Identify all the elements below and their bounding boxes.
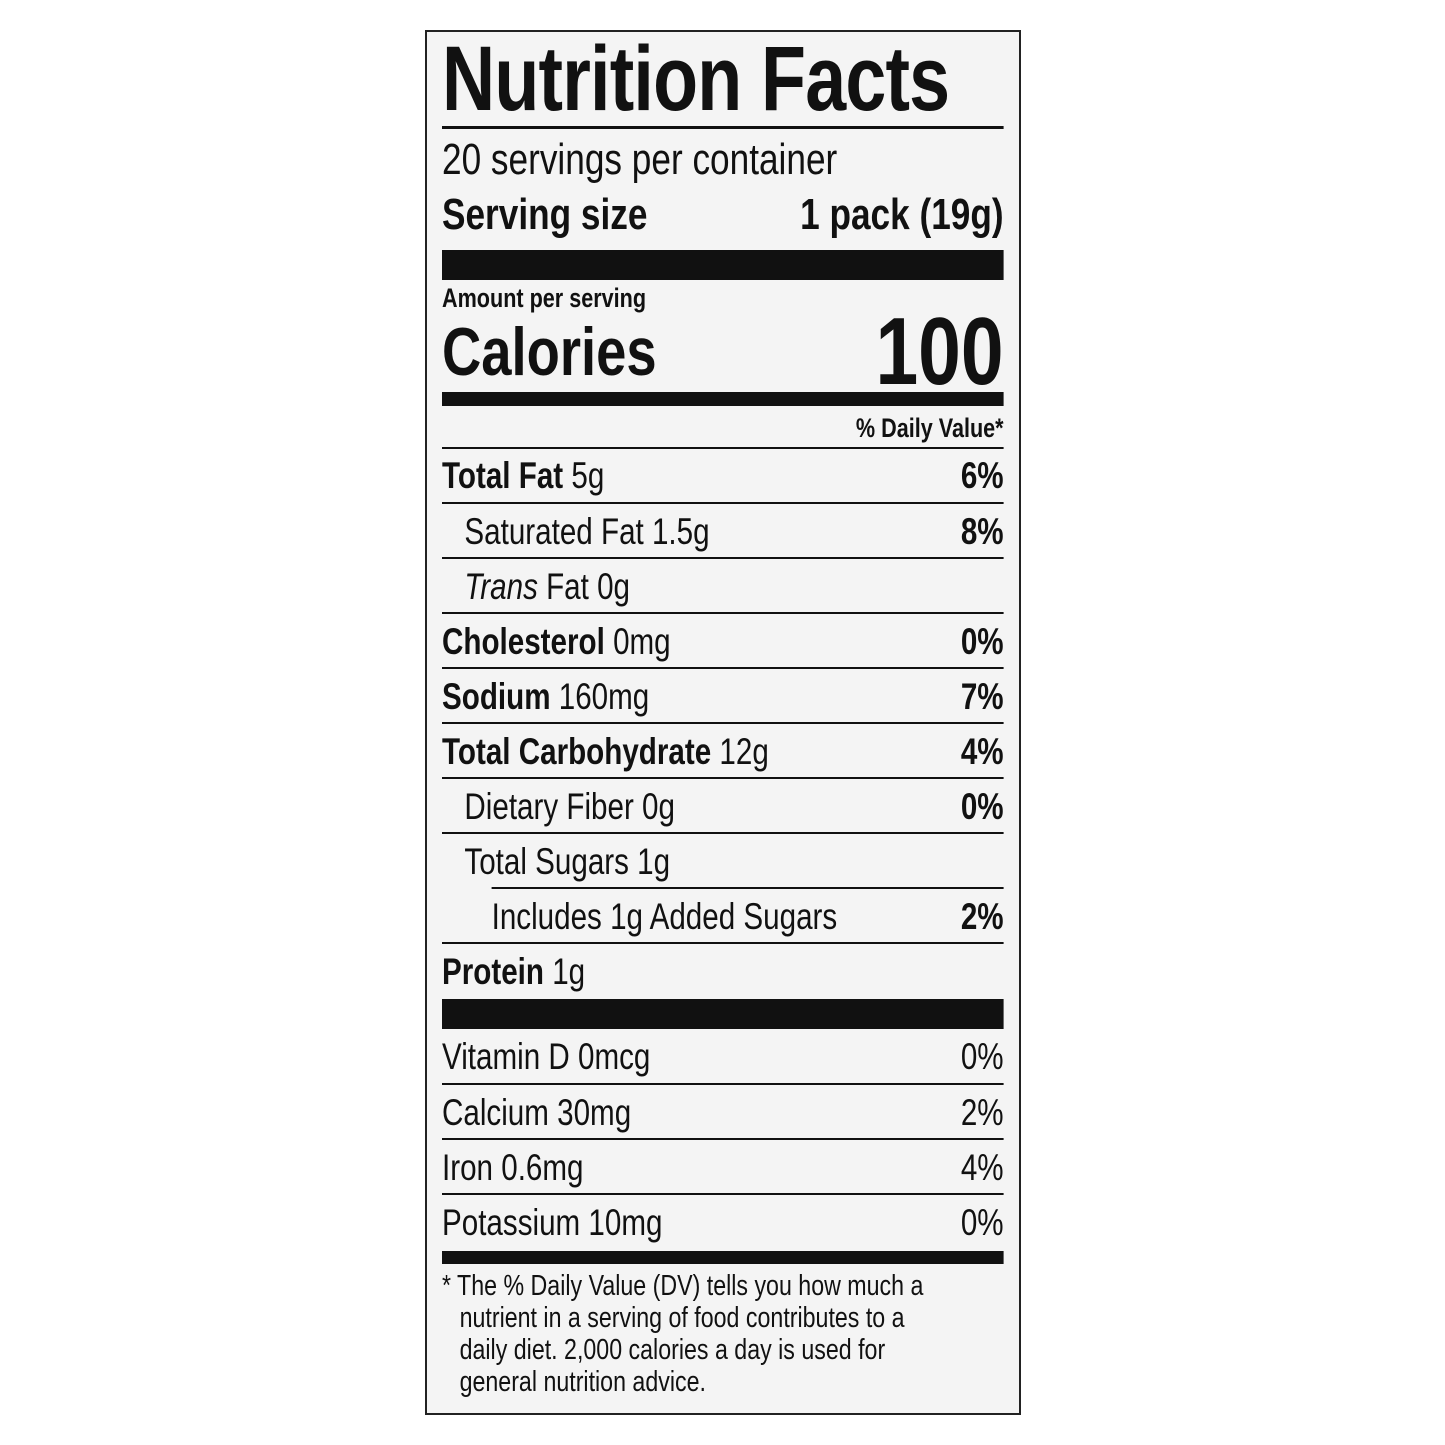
divider: [442, 667, 1004, 669]
nutrient-dv: 4%: [960, 731, 1004, 772]
calories-value: 100: [875, 298, 1004, 405]
nutrient-dv: 8%: [960, 511, 1004, 552]
vitamin-row: Vitamin D 0mcg 0%: [442, 1029, 1004, 1084]
divider: [442, 1138, 1004, 1140]
divider: [442, 502, 1004, 504]
nutrient-row-total-fat: Total Fat 5g 6%: [442, 448, 1004, 503]
amount-per-serving: Amount per serving: [442, 283, 647, 313]
nutrient-name: Sodium: [442, 676, 551, 717]
vitamin-row: Iron 0.6mg 4%: [442, 1140, 1004, 1195]
serving-size-label: Serving size: [442, 190, 648, 239]
nutrient-amount: 160mg: [558, 676, 650, 717]
nutrient-name: Total Sugars: [464, 841, 629, 882]
nutrient-amount: 0mg: [613, 621, 671, 662]
footnote: * The % Daily Value (DV) tells you how m…: [442, 1270, 1004, 1398]
calories-label: Calories: [442, 314, 657, 390]
medium-divider: [442, 1251, 1004, 1264]
footnote-line: * The % Daily Value (DV) tells you how m…: [442, 1270, 924, 1302]
calories-row: Calories 100: [442, 298, 1004, 405]
nutrient-name: Dietary Fiber: [464, 786, 634, 827]
divider: [442, 557, 1004, 559]
vitamin-row: Potassium 10mg 0%: [442, 1195, 1004, 1250]
divider: [442, 126, 1004, 129]
nutrient-amount: 1g: [637, 841, 671, 882]
thick-divider: [442, 250, 1004, 280]
vitamin-dv: 2%: [960, 1092, 1004, 1133]
footnote-line: daily diet. 2,000 calories a day is used…: [459, 1334, 886, 1366]
nutrient-amount: 0g: [642, 786, 675, 827]
divider: [442, 777, 1004, 779]
nutrient-row-added-sugars: Includes 1g Added Sugars 2%: [442, 889, 1004, 944]
thick-divider: [442, 999, 1004, 1029]
nutrient-row-total-sugars: Total Sugars 1g: [442, 834, 1004, 889]
nutrient-dv: 7%: [960, 676, 1004, 717]
nutrient-dv: 2%: [960, 896, 1004, 937]
nutrient-row-protein: Protein 1g: [442, 944, 1004, 999]
nutrient-name: Saturated Fat: [464, 511, 644, 552]
nutrient-row-trans-fat: Trans Fat 0g: [442, 559, 1004, 614]
vitamin-dv: 4%: [960, 1147, 1004, 1188]
nutrient-amount: 1g: [552, 951, 586, 992]
nutrient-name: Protein: [442, 951, 544, 992]
divider: [442, 942, 1004, 944]
daily-value-header: % Daily Value*: [855, 413, 1004, 443]
label-title: Nutrition Facts: [442, 28, 950, 130]
nutrient-dv: 0%: [960, 621, 1004, 662]
nutrient-name: Fat: [546, 566, 589, 607]
vitamin-dv: 0%: [960, 1202, 1004, 1243]
nutrition-facts-label: Nutrition Facts 20 servings per containe…: [425, 30, 1021, 1415]
nutrient-name: Cholesterol: [442, 621, 605, 662]
nutrient-row-dietary-fiber: Dietary Fiber 0g 0%: [442, 779, 1004, 834]
divider: [442, 1083, 1004, 1085]
footnote-line: nutrient in a serving of food contribute…: [459, 1302, 905, 1334]
medium-divider: [442, 392, 1004, 406]
nutrient-row-total-carbohydrate: Total Carbohydrate 12g 4%: [442, 724, 1004, 779]
nutrient-name: Includes 1g Added Sugars: [491, 896, 838, 937]
divider: [442, 722, 1004, 724]
nutrient-name-italic: Trans: [464, 566, 538, 607]
vitamin-row: Calcium 30mg 2%: [442, 1085, 1004, 1140]
serving-size-value: 1 pack (19g): [800, 190, 1004, 239]
nutrient-amount: 1.5g: [651, 511, 710, 552]
nutrient-amount: 0g: [597, 566, 631, 607]
divider: [442, 612, 1004, 614]
nutrient-amount: 12g: [719, 731, 769, 772]
vitamin-text: Iron 0.6mg: [442, 1147, 584, 1188]
divider: [442, 1193, 1004, 1195]
nutrient-dv: 0%: [960, 786, 1004, 827]
servings-per-container: 20 servings per container: [442, 135, 838, 184]
nutrient-name: Total Fat: [442, 455, 564, 496]
vitamin-text: Vitamin D 0mcg: [442, 1036, 651, 1077]
nutrient-row-cholesterol: Cholesterol 0mg 0%: [442, 614, 1004, 669]
serving-size-row: Serving size 1 pack (19g): [442, 189, 1004, 241]
nutrient-name: Total Carbohydrate: [442, 731, 712, 772]
vitamin-text: Calcium 30mg: [442, 1092, 632, 1133]
divider: [442, 832, 1004, 834]
footnote-line: general nutrition advice.: [459, 1366, 706, 1398]
nutrient-row-sodium: Sodium 160mg 7%: [442, 669, 1004, 724]
divider: [442, 447, 1004, 449]
vitamin-text: Potassium 10mg: [442, 1202, 663, 1243]
nutrient-amount: 5g: [571, 455, 605, 496]
divider: [491, 887, 1004, 889]
vitamin-dv: 0%: [960, 1036, 1004, 1077]
nutrient-dv: 6%: [960, 455, 1004, 496]
nutrient-row-saturated-fat: Saturated Fat 1.5g 8%: [442, 504, 1004, 559]
